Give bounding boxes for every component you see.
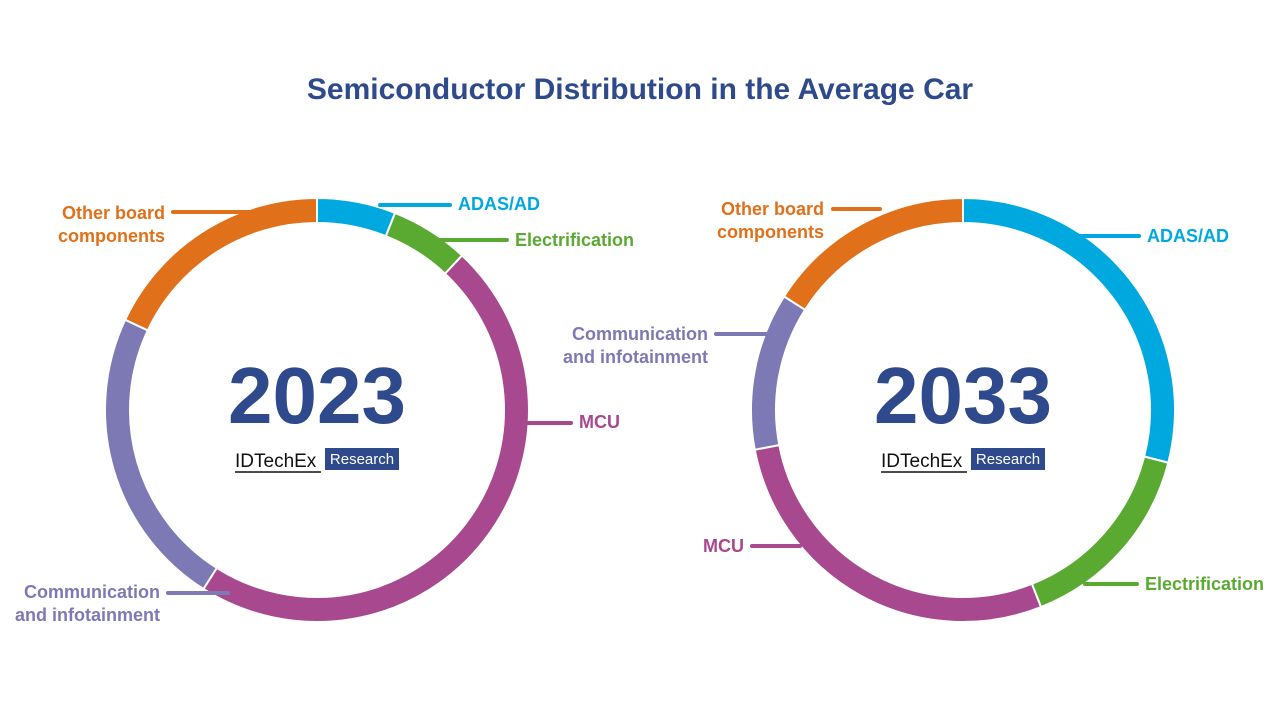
brand-tag: Research: [976, 451, 1040, 468]
brand-tag-box: [325, 448, 399, 470]
donut-slice-other-board-components: [782, 196, 964, 312]
donut-slice-communication-and-infotainment: [104, 318, 219, 591]
slice-label-communication-and-infotainment: Communication and infotainment: [15, 582, 160, 625]
slice-label-other-board-components: Other board components: [58, 203, 165, 246]
donut-slice-electrification: [384, 211, 464, 276]
brand-tag: Research: [330, 451, 394, 468]
center-year-label: 2023: [228, 351, 406, 440]
page-title: Semiconductor Distribution in the Averag…: [306, 73, 974, 106]
slice-label-electrification: Electrification: [1145, 574, 1264, 594]
brand-name: IDTechEx: [235, 451, 317, 472]
donut-slice-other-board-components: [123, 196, 318, 332]
brand-name: IDTechEx: [881, 451, 963, 472]
center-year-label: 2033: [874, 351, 1052, 440]
slice-label-communication-and-infotainment: Communication and infotainment: [563, 324, 708, 367]
slice-label-other-board-components: Other board components: [717, 199, 824, 242]
slice-label-adas-ad: ADAS/AD: [458, 194, 540, 214]
donut-slice-communication-and-infotainment: [750, 295, 807, 451]
slice-label-electrification: Electrification: [515, 230, 634, 250]
slice-label-mcu: MCU: [579, 412, 620, 432]
slice-label-mcu: MCU: [703, 536, 744, 556]
brand-tag-box: [971, 448, 1045, 470]
slice-label-adas-ad: ADAS/AD: [1147, 226, 1229, 246]
